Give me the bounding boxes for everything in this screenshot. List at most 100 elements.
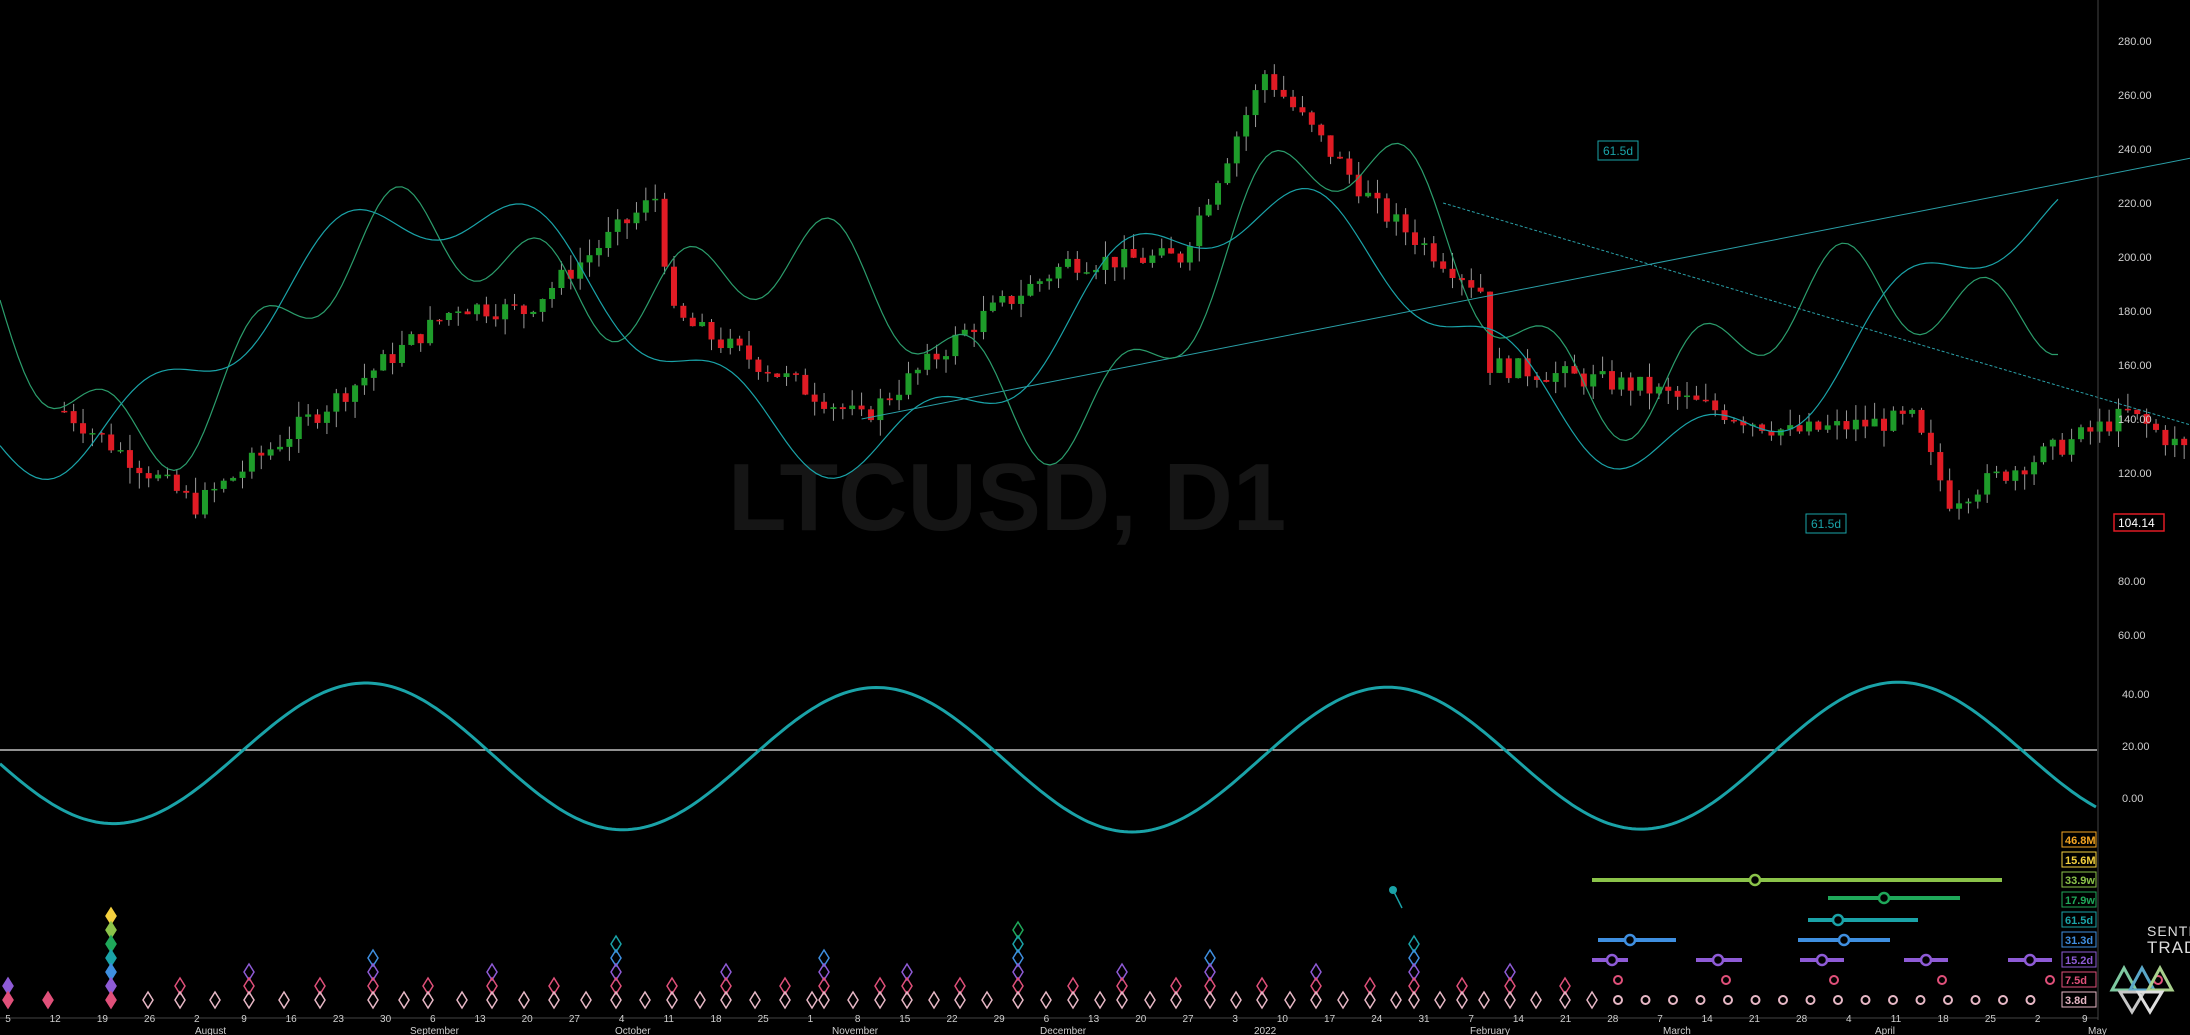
cycle-projection-bar[interactable] bbox=[1592, 873, 2002, 887]
cycle-trough-diamond[interactable] bbox=[901, 962, 913, 982]
cycle-legend-item[interactable]: 46.8M bbox=[2061, 831, 2097, 848]
cycle-trough-diamond[interactable] bbox=[367, 976, 379, 996]
cycle-trough-diamond[interactable] bbox=[901, 990, 913, 1010]
cycle-trough-diamond[interactable] bbox=[243, 990, 255, 1010]
cycle-trough-diamond[interactable] bbox=[1204, 976, 1216, 996]
cycle-legend-item[interactable]: 17.9w bbox=[2061, 891, 2097, 908]
cycle-trough-diamond[interactable] bbox=[666, 990, 678, 1010]
cycle-trough-diamond[interactable] bbox=[818, 962, 830, 982]
cycle-trough-diamond[interactable] bbox=[1559, 990, 1571, 1010]
cycle-trough-diamond[interactable] bbox=[105, 990, 117, 1010]
cycle-trough-diamond[interactable] bbox=[954, 990, 966, 1010]
cycle-trough-diamond[interactable] bbox=[486, 962, 498, 982]
cycle-trough-diamond[interactable] bbox=[1478, 990, 1490, 1010]
cycle-trough-diamond[interactable] bbox=[1230, 990, 1242, 1010]
cycle-trough-diamond[interactable] bbox=[818, 990, 830, 1010]
cycle-trough-diamond[interactable] bbox=[1364, 990, 1376, 1010]
cycle-trough-diamond[interactable] bbox=[901, 976, 913, 996]
cycle-trough-diamond[interactable] bbox=[42, 990, 54, 1010]
cycle-trough-diamond[interactable] bbox=[314, 976, 326, 996]
cycle-trough-diamond[interactable] bbox=[1504, 990, 1516, 1010]
cycle-trough-diamond[interactable] bbox=[1586, 990, 1598, 1010]
cycle-trough-diamond[interactable] bbox=[1116, 976, 1128, 996]
cycle-legend-item[interactable]: 3.8d bbox=[2061, 991, 2097, 1008]
cycle-trough-diamond[interactable] bbox=[1504, 962, 1516, 982]
cycle-trough-diamond[interactable] bbox=[1094, 990, 1106, 1010]
trendline-falling[interactable] bbox=[1442, 202, 2190, 643]
cycle-trough-diamond[interactable] bbox=[610, 948, 622, 968]
cycle-trough-diamond[interactable] bbox=[548, 990, 560, 1010]
cycle-trough-diamond[interactable] bbox=[874, 976, 886, 996]
trend-label-1[interactable]: 61.5d bbox=[1597, 140, 1639, 161]
cycle-trough-diamond[interactable] bbox=[486, 990, 498, 1010]
cycle-trough-diamond[interactable] bbox=[1310, 976, 1322, 996]
cycle-trough-diamond[interactable] bbox=[142, 990, 154, 1010]
cycle-trough-diamond[interactable] bbox=[1204, 948, 1216, 968]
cycle-trough-diamond[interactable] bbox=[1310, 990, 1322, 1010]
cycle-trough-diamond[interactable] bbox=[666, 976, 678, 996]
cycle-markers-panel[interactable] bbox=[2, 886, 1598, 1010]
cycle-trough-diamond[interactable] bbox=[1012, 948, 1024, 968]
cycle-trough-diamond[interactable] bbox=[1530, 990, 1542, 1010]
cycle-trough-diamond[interactable] bbox=[1337, 990, 1349, 1010]
cycle-trough-diamond[interactable] bbox=[1434, 990, 1446, 1010]
cycle-trough-diamond[interactable] bbox=[1012, 920, 1024, 940]
cycle-trough-diamond[interactable] bbox=[779, 976, 791, 996]
cycle-legend-item[interactable]: 15.2d bbox=[2061, 951, 2097, 968]
cycle-trough-diamond[interactable] bbox=[456, 990, 468, 1010]
price-axis[interactable]: 280.00 260.00 240.00 220.00 200.00 180.00 160.… bbox=[2061, 0, 2165, 1020]
trendlines[interactable] bbox=[861, 14, 2190, 643]
cycle-trough-diamond[interactable] bbox=[2, 990, 14, 1010]
cycle-trough-diamond[interactable] bbox=[1456, 976, 1468, 996]
cycle-trough-diamond[interactable] bbox=[1204, 962, 1216, 982]
cycle-trough-diamond[interactable] bbox=[1012, 976, 1024, 996]
cycle-trough-diamond[interactable] bbox=[1170, 976, 1182, 996]
cycle-trough-diamond[interactable] bbox=[398, 990, 410, 1010]
cycle-projection-bar[interactable] bbox=[1808, 913, 1918, 927]
cycle-trough-diamond[interactable] bbox=[610, 990, 622, 1010]
cycle-trough-diamond[interactable] bbox=[314, 990, 326, 1010]
cycle-projection-bar[interactable] bbox=[1592, 953, 1628, 967]
cycle-trough-diamond[interactable] bbox=[847, 990, 859, 1010]
cycle-trough-diamond[interactable] bbox=[1456, 990, 1468, 1010]
cycle-legend-item[interactable]: 61.5d bbox=[2061, 911, 2097, 928]
cycle-trough-diamond[interactable] bbox=[1204, 990, 1216, 1010]
cycle-trough-diamond[interactable] bbox=[720, 962, 732, 982]
cycle-trough-diamond[interactable] bbox=[818, 976, 830, 996]
cycle-trough-diamond[interactable] bbox=[422, 990, 434, 1010]
cycle-legend-item[interactable]: 7.5d bbox=[2061, 971, 2097, 988]
cycle-trough-diamond[interactable] bbox=[174, 990, 186, 1010]
cycle-projection-bar[interactable] bbox=[2008, 953, 2052, 967]
cycle-trough-diamond[interactable] bbox=[1408, 948, 1420, 968]
cycle-trough-diamond[interactable] bbox=[720, 990, 732, 1010]
cycle-projection-bar[interactable] bbox=[1798, 933, 1890, 947]
cycle-trough-diamond[interactable] bbox=[779, 990, 791, 1010]
cycle-trough-diamond[interactable] bbox=[1364, 976, 1376, 996]
cycle-trough-diamond[interactable] bbox=[818, 948, 830, 968]
cycle-trough-diamond[interactable] bbox=[954, 976, 966, 996]
oscillator-panel[interactable] bbox=[0, 680, 2097, 834]
cycle-trough-diamond[interactable] bbox=[1144, 990, 1156, 1010]
cycle-trough-diamond[interactable] bbox=[1116, 990, 1128, 1010]
cycle-trough-diamond[interactable] bbox=[1408, 976, 1420, 996]
cycle-trough-diamond[interactable] bbox=[981, 990, 993, 1010]
cycle-trough-diamond[interactable] bbox=[367, 962, 379, 982]
cycle-trough-diamond[interactable] bbox=[518, 990, 530, 1010]
cycle-trough-diamond[interactable] bbox=[1408, 990, 1420, 1010]
cycle-trough-diamond[interactable] bbox=[610, 976, 622, 996]
cycle-pin-icon[interactable] bbox=[1389, 886, 1397, 894]
cycle-projection-bar[interactable] bbox=[1696, 953, 1742, 967]
cycle-projection-bar[interactable] bbox=[1800, 953, 1844, 967]
cycle-trough-diamond[interactable] bbox=[243, 976, 255, 996]
trend-label-2[interactable]: 61.5d bbox=[1805, 513, 1847, 534]
cycle-projection-bars[interactable] bbox=[1592, 873, 2190, 1005]
cycle-trough-diamond[interactable] bbox=[278, 990, 290, 1010]
cycle-trough-diamond[interactable] bbox=[1408, 934, 1420, 954]
cycle-trough-diamond[interactable] bbox=[1067, 976, 1079, 996]
cycle-trough-diamond[interactable] bbox=[174, 976, 186, 996]
date-axis[interactable]: 5 12 19 26 2 9 16 23 30 6 13 20 27 4 11 18 25 1 8 15 22 29 6 13… bbox=[0, 1014, 2107, 1035]
cycle-trough-diamond[interactable] bbox=[1310, 962, 1322, 982]
cycle-legend-item[interactable]: 31.3d bbox=[2061, 931, 2097, 948]
cycle-trough-diamond[interactable] bbox=[1504, 976, 1516, 996]
cycle-trough-diamond[interactable] bbox=[1170, 990, 1182, 1010]
